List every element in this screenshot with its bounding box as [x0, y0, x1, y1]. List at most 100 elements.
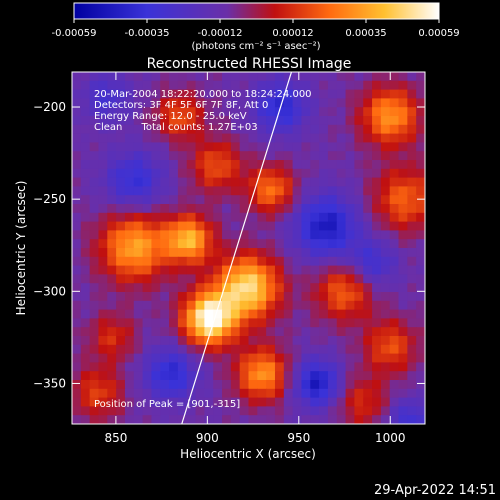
heatmap-cell	[345, 415, 355, 424]
heatmap-cell	[239, 230, 250, 240]
heatmap-cell	[98, 309, 108, 319]
heatmap-cell	[389, 292, 400, 302]
heatmap-cell	[266, 72, 276, 82]
heatmap-cell	[274, 274, 285, 284]
heatmap-cell	[354, 336, 364, 346]
heatmap-cell	[239, 168, 250, 179]
heatmap-cell	[239, 89, 250, 99]
heatmap-cell	[283, 160, 294, 170]
heatmap-cell	[380, 397, 391, 407]
heatmap-cell	[266, 380, 276, 390]
heatmap-cell	[204, 283, 214, 293]
heatmap-cell	[345, 353, 355, 363]
heatmap-cell	[124, 160, 135, 170]
heatmap-cell	[292, 107, 303, 117]
heatmap-cell	[274, 344, 285, 355]
heatmap-cell	[116, 336, 126, 346]
heatmap-cell	[389, 397, 400, 407]
heatmap-cell	[80, 186, 91, 196]
heatmap-cell	[274, 168, 285, 179]
heatmap-cell	[98, 371, 108, 381]
heatmap-cell	[248, 344, 258, 355]
heatmap-cell	[160, 397, 170, 407]
heatmap-cell	[248, 151, 258, 161]
heatmap-cell	[89, 116, 100, 126]
heatmap-cell	[213, 327, 223, 337]
heatmap-cell	[389, 300, 400, 311]
heatmap-cell	[107, 124, 117, 135]
heatmap-cell	[248, 230, 258, 240]
heatmap-cell	[142, 274, 153, 284]
heatmap-cell	[142, 397, 153, 407]
heatmap-cell	[327, 230, 338, 240]
heatmap-cell	[336, 397, 347, 407]
heatmap-cell	[222, 292, 232, 302]
heatmap-cell	[169, 133, 179, 143]
heatmap-cell	[398, 72, 408, 82]
heatmap-cell	[372, 124, 382, 135]
heatmap-cell	[142, 388, 153, 399]
heatmap-cell	[204, 177, 214, 187]
heatmap-cell	[239, 327, 250, 337]
heatmap-cell	[389, 151, 400, 161]
heatmap-cell	[72, 256, 82, 267]
heatmap-cell	[142, 186, 153, 196]
heatmap-cell	[266, 327, 276, 337]
heatmap-cell	[204, 221, 214, 231]
heatmap-cell	[283, 415, 294, 424]
heatmap-cell	[257, 318, 267, 328]
heatmap-cell	[310, 142, 320, 152]
heatmap-cell	[80, 388, 91, 399]
heatmap-cell	[398, 239, 408, 249]
heatmap-cell	[160, 292, 170, 302]
heatmap-cell	[407, 371, 417, 381]
heatmap-cell	[398, 300, 408, 311]
heatmap-cell	[160, 230, 170, 240]
heatmap-cell	[274, 195, 285, 205]
heatmap-cell	[98, 344, 108, 355]
heatmap-cell	[142, 124, 153, 135]
heatmap-cell	[222, 239, 232, 249]
heatmap-cell	[363, 248, 373, 258]
heatmap-cell	[345, 221, 355, 231]
heatmap-cell	[310, 186, 320, 196]
heatmap-cell	[354, 353, 364, 363]
heatmap-cell	[142, 89, 153, 99]
heatmap-cell	[372, 406, 382, 416]
heatmap-cell	[80, 212, 91, 223]
heatmap-cell	[380, 204, 391, 214]
heatmap-cell	[292, 371, 303, 381]
heatmap-cell	[292, 415, 303, 424]
heatmap-cell	[319, 151, 329, 161]
heatmap-cell	[230, 72, 241, 82]
heatmap-cell	[257, 72, 267, 82]
heatmap-cell	[354, 221, 364, 231]
heatmap-cell	[142, 300, 153, 311]
heatmap-cell	[274, 248, 285, 258]
heatmap-cell	[407, 186, 417, 196]
heatmap-cell	[398, 274, 408, 284]
heatmap-cell	[213, 116, 223, 126]
heatmap-cell	[204, 344, 214, 355]
heatmap-cell	[124, 133, 135, 143]
heatmap-cell	[266, 116, 276, 126]
heatmap-cell	[398, 151, 408, 161]
heatmap-cell	[195, 177, 205, 187]
heatmap-cell	[160, 353, 170, 363]
heatmap-cell	[72, 221, 82, 231]
heatmap-cell	[213, 80, 223, 91]
heatmap-cell	[222, 142, 232, 152]
heatmap-cell	[142, 230, 153, 240]
heatmap-cell	[363, 353, 373, 363]
heatmap-cell	[319, 116, 329, 126]
heatmap-cell	[151, 371, 161, 381]
heatmap-cell	[133, 283, 144, 293]
heatmap-cell	[151, 283, 161, 293]
heatmap-cell	[380, 283, 391, 293]
heatmap-cell	[213, 212, 223, 223]
heatmap-cell	[319, 204, 329, 214]
heatmap-cell	[98, 336, 108, 346]
heatmap-cell	[195, 124, 205, 135]
heatmap-cell	[398, 415, 408, 424]
heatmap-cell	[319, 327, 329, 337]
